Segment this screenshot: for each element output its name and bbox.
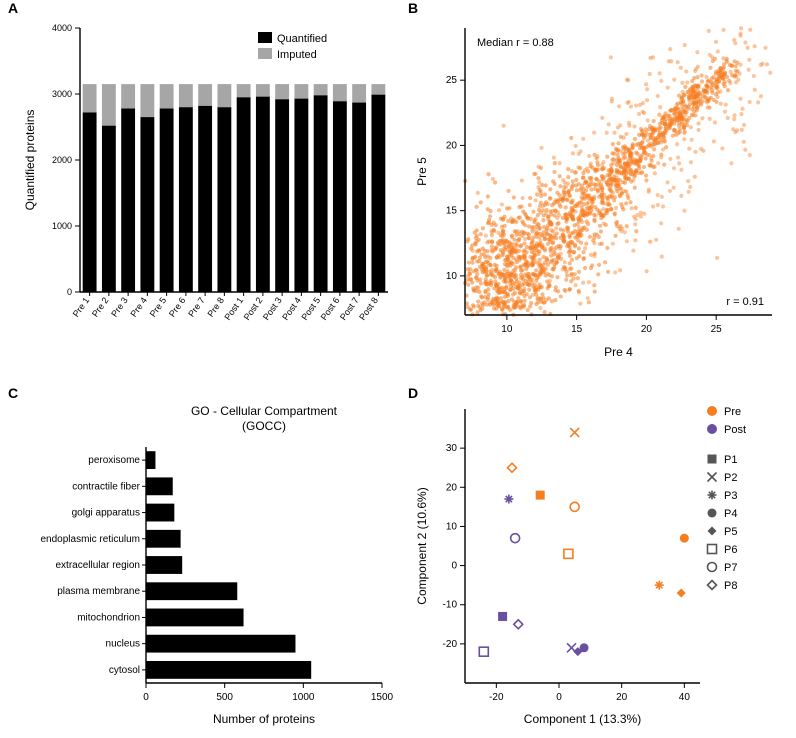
svg-text:Post: Post [724,424,746,436]
svg-text:25: 25 [446,75,458,86]
svg-text:Quantified: Quantified [277,33,327,45]
panel-d-chart: -20 0 20 40 -20 -10 0 10 20 30 Component 1 (13.3%)… [410,395,790,735]
svg-text:P6: P6 [724,544,737,556]
svg-text:P8: P8 [724,580,737,592]
svg-text:0: 0 [451,561,457,572]
svg-text:40: 40 [679,692,691,703]
svg-text:1000: 1000 [52,221,72,231]
svg-text:Post 5: Post 5 [299,295,322,322]
svg-text:endoplasmic reticulum: endoplasmic reticulum [41,534,141,545]
svg-text:Component 1 (13.3%): Component 1 (13.3%) [524,712,641,726]
svg-text:P7: P7 [724,562,737,574]
svg-text:P3: P3 [724,490,737,502]
svg-text:mitochondrion: mitochondrion [77,612,140,623]
svg-text:10: 10 [501,324,513,335]
svg-text:Pre 5: Pre 5 [148,295,169,318]
svg-text:15: 15 [571,324,583,335]
panel-label-a: A [8,0,18,16]
svg-text:0: 0 [556,692,562,703]
svg-text:Quantified proteins: Quantified proteins [23,110,37,211]
svg-text:-20: -20 [489,692,504,703]
svg-text:Post 8: Post 8 [357,295,380,322]
svg-text:Pre 3: Pre 3 [109,295,130,318]
svg-text:Post 2: Post 2 [242,295,265,322]
svg-text:P2: P2 [724,472,737,484]
svg-text:20: 20 [616,692,628,703]
panel-label-c: C [8,385,18,401]
svg-text:r = 0.91: r = 0.91 [726,296,764,308]
svg-text:P1: P1 [724,454,737,466]
svg-text:nucleus: nucleus [106,639,140,650]
svg-text:20: 20 [641,324,653,335]
svg-text:2000: 2000 [52,155,72,165]
svg-text:Pre 7: Pre 7 [186,295,207,318]
svg-text:0: 0 [143,692,149,703]
svg-text:-10: -10 [443,600,458,611]
panel-c-chart: GO - Cellular Compartment(GOCC) peroxisom… [18,395,398,735]
svg-text:Post 1: Post 1 [222,295,245,322]
svg-text:Pre: Pre [724,406,741,418]
svg-text:0: 0 [67,287,72,297]
svg-text:Pre 6: Pre 6 [167,295,188,318]
svg-text:20: 20 [446,140,458,151]
svg-text:Post 6: Post 6 [319,295,342,322]
svg-text:(GOCC): (GOCC) [242,419,286,433]
panel-a-chart: 0 1000 2000 3000 4000 Quantified proteins Pre … [18,10,398,370]
svg-text:500: 500 [216,692,233,703]
svg-text:10: 10 [446,271,458,282]
svg-text:Component 2 (10.6%): Component 2 (10.6%) [415,487,429,604]
svg-text:Number of proteins: Number of proteins [213,712,315,726]
svg-text:Post 3: Post 3 [261,295,284,322]
svg-text:1000: 1000 [292,692,315,703]
svg-text:Pre 1: Pre 1 [71,295,92,318]
svg-text:cytosol: cytosol [109,665,140,676]
svg-text:GO - Cellular Compartment: GO - Cellular Compartment [191,404,338,418]
svg-text:30: 30 [446,443,458,454]
svg-text:contractile fiber: contractile fiber [72,481,140,492]
svg-text:4000: 4000 [52,23,72,33]
svg-text:15: 15 [446,206,458,217]
svg-text:Post 7: Post 7 [338,295,361,322]
svg-text:extracellular region: extracellular region [56,560,141,571]
svg-text:Median r = 0.88: Median r = 0.88 [477,37,554,49]
figure-root: A B C D 01000200030004000Quantified prot… [0,0,796,738]
svg-text:1500: 1500 [371,692,394,703]
svg-text:plasma membrane: plasma membrane [57,586,140,597]
svg-text:25: 25 [711,324,723,335]
panel-b-chart: 10 15 20 25 10 15 20 25 Pre 4 Pre 5 Median r = 0.8… [410,10,790,370]
svg-text:peroxisome: peroxisome [88,455,140,466]
svg-text:20: 20 [446,482,458,493]
svg-text:P5: P5 [724,526,737,538]
svg-text:Pre 2: Pre 2 [90,295,111,318]
svg-text:Imputed: Imputed [277,49,317,61]
svg-text:P4: P4 [724,508,737,520]
svg-text:Post 4: Post 4 [280,295,303,322]
svg-text:Pre 5: Pre 5 [415,157,429,186]
svg-text:golgi apparatus: golgi apparatus [72,508,140,519]
svg-text:3000: 3000 [52,89,72,99]
svg-text:Pre 4: Pre 4 [604,345,633,359]
svg-text:-20: -20 [443,639,458,650]
svg-text:Pre 4: Pre 4 [128,295,149,318]
svg-text:10: 10 [446,521,458,532]
